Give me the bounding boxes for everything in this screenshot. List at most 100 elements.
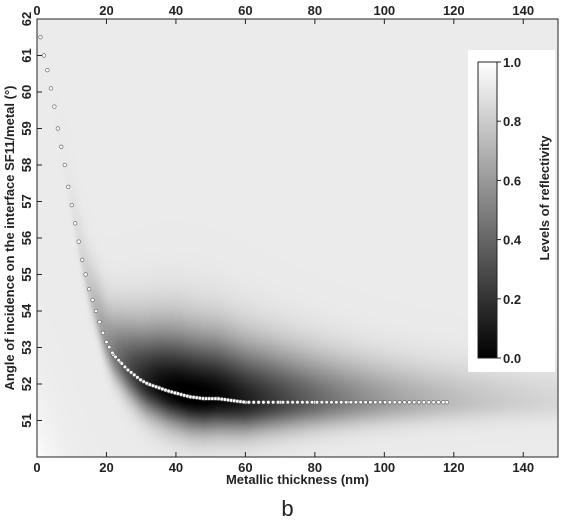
minimum-point — [348, 400, 354, 405]
minimum-point — [353, 400, 358, 405]
minimum-point — [378, 400, 383, 405]
minimum-point — [113, 354, 118, 360]
colorbar-tick-label: 0.6 — [503, 173, 521, 188]
y-tick-label: 53 — [19, 340, 34, 354]
minimum-point — [266, 400, 271, 405]
top-tick-label: 0 — [33, 3, 40, 18]
minimum-point — [412, 400, 417, 405]
minimum-point — [110, 350, 115, 355]
figure-panel-label: b — [281, 496, 294, 521]
minimum-point — [319, 400, 324, 405]
minimum-point — [66, 184, 71, 189]
y-axis: 51 52 53 54 55 56 57 58 59 60 61 62 — [19, 12, 42, 428]
minimum-point — [431, 400, 436, 405]
minimum-point — [382, 400, 388, 405]
colorbar-legend: 0.0 0.2 0.4 0.6 0.8 1.0 Levels of reflectivit… — [468, 50, 555, 372]
y-tick-label: 55 — [19, 267, 34, 281]
minimum-point — [444, 400, 449, 405]
minimum-reflectivity-curve — [38, 35, 449, 405]
minimum-point — [135, 375, 140, 380]
minimum-point — [275, 400, 281, 405]
y-tick-label: 51 — [19, 413, 34, 427]
minimum-point — [402, 400, 407, 405]
minimum-point — [38, 35, 43, 40]
x-tick-label: 140 — [512, 460, 534, 475]
minimum-point — [373, 400, 378, 405]
x-tick-label: 100 — [373, 460, 395, 475]
minimum-point — [125, 367, 131, 373]
minimum-point — [324, 400, 329, 405]
minimum-point — [69, 203, 74, 208]
x-axis-title: Metallic thickness (nm) — [226, 472, 369, 487]
minimum-point — [285, 400, 290, 405]
minimum-point — [305, 400, 310, 405]
minimum-point — [392, 400, 397, 405]
minimum-point — [344, 400, 349, 405]
x-tick-label: 20 — [99, 460, 113, 475]
minimum-point — [122, 364, 127, 369]
minimum-point — [80, 257, 85, 263]
minimum-point — [138, 377, 143, 382]
minimum-point — [241, 399, 246, 405]
minimum-point — [314, 400, 320, 405]
minimum-point — [104, 339, 109, 345]
minimum-point — [55, 126, 60, 131]
x-tick-label: 0 — [33, 460, 40, 475]
top-tick-label: 40 — [169, 3, 183, 18]
y-tick-label: 56 — [19, 231, 34, 245]
colorbar-gradient — [477, 61, 498, 359]
minimum-point — [107, 345, 112, 350]
minimum-point — [76, 239, 81, 244]
top-tick-label: 100 — [373, 3, 395, 18]
y-axis-title: Angle of incidence on the interface SF11… — [2, 86, 17, 391]
minimum-point — [309, 400, 315, 405]
minimum-point — [256, 400, 261, 405]
top-tick-label: 120 — [443, 3, 465, 18]
minimum-point — [397, 400, 402, 405]
x-tick-label: 80 — [308, 460, 322, 475]
minimum-point — [421, 400, 427, 405]
y-tick-label: 59 — [19, 121, 34, 135]
colorbar-tick-label: 1.0 — [503, 55, 521, 70]
minimum-point — [129, 370, 134, 375]
x-tick-label: 40 — [169, 460, 183, 475]
minimum-point — [334, 400, 339, 405]
colorbar-tick-label: 0.4 — [503, 233, 522, 248]
top-tick-label: 60 — [238, 3, 252, 18]
y-tick-label: 52 — [19, 377, 34, 391]
top-x-axis: 0 20 40 60 80 100 120 140 — [33, 3, 534, 24]
minimum-point — [251, 400, 256, 405]
minimum-point — [97, 319, 102, 325]
x-tick-label: 60 — [238, 460, 252, 475]
y-tick-label: 62 — [19, 12, 34, 26]
minimum-point — [73, 221, 78, 226]
colorbar-tick-label: 0.0 — [503, 351, 521, 366]
minimum-point — [271, 400, 276, 405]
minimum-point — [261, 400, 266, 405]
minimum-point — [280, 400, 286, 405]
minimum-point — [48, 86, 53, 91]
top-tick-label: 20 — [99, 3, 113, 18]
minimum-point — [93, 308, 99, 314]
colorbar-tick-label: 0.2 — [503, 292, 521, 307]
top-tick-label: 140 — [512, 3, 534, 18]
minimum-point — [416, 400, 422, 405]
minimum-point — [368, 400, 373, 405]
minimum-point — [141, 379, 146, 384]
minimum-point — [83, 272, 88, 277]
y-tick-label: 60 — [19, 85, 34, 99]
minimum-point — [86, 287, 92, 292]
minimum-point — [59, 144, 64, 149]
minimum-point — [90, 297, 95, 303]
y-tick-label: 54 — [19, 303, 34, 318]
minimum-point — [132, 372, 137, 377]
minimum-point — [290, 400, 295, 405]
minimum-point — [41, 53, 47, 58]
minimum-point — [116, 358, 121, 363]
minimum-point — [339, 400, 344, 405]
minimum-point — [363, 400, 368, 405]
minimum-point — [295, 400, 300, 405]
minimum-point — [246, 400, 251, 405]
minimum-point — [100, 330, 106, 336]
